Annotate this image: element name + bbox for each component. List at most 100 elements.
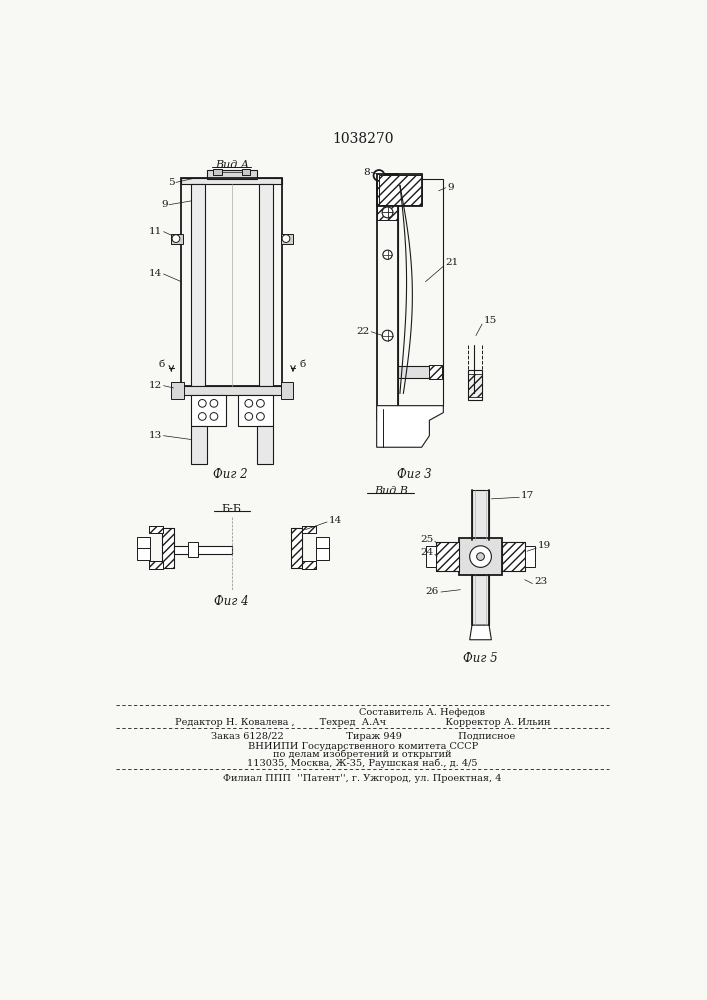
Bar <box>502 542 525 571</box>
Bar <box>377 174 398 220</box>
Bar <box>149 561 163 569</box>
Bar <box>468 370 482 400</box>
Bar <box>281 382 293 399</box>
Circle shape <box>210 413 218 420</box>
Text: 14: 14 <box>329 516 342 525</box>
Text: Филиал ППП  ''Патент'', г. Ужгород, ул. Проектная, 4: Филиал ППП ''Патент'', г. Ужгород, ул. П… <box>223 774 502 783</box>
Text: 24: 24 <box>420 548 433 557</box>
Text: 19: 19 <box>538 541 551 550</box>
Polygon shape <box>469 625 491 640</box>
Text: 12: 12 <box>148 381 162 390</box>
Circle shape <box>382 330 393 341</box>
Text: Заказ 6128/22                    Тираж 949                  Подписное: Заказ 6128/22 Тираж 949 Подписное <box>211 732 515 741</box>
Bar <box>137 537 150 548</box>
Circle shape <box>245 413 252 420</box>
Bar <box>436 542 459 571</box>
Text: по делам изобретений и открытий: по делам изобретений и открытий <box>274 750 452 759</box>
Bar <box>149 526 163 533</box>
Circle shape <box>469 546 491 567</box>
Bar <box>291 528 303 568</box>
Text: б: б <box>159 360 165 369</box>
Bar <box>187 542 199 557</box>
Circle shape <box>172 235 180 242</box>
Text: б: б <box>299 360 305 369</box>
Bar <box>379 175 421 205</box>
Text: 11: 11 <box>148 227 162 236</box>
Bar <box>316 548 329 560</box>
Text: 26: 26 <box>426 587 438 596</box>
Bar <box>459 538 502 575</box>
Bar <box>171 234 183 244</box>
Polygon shape <box>377 406 443 447</box>
Bar <box>242 169 250 175</box>
Text: Б-Б: Б-Б <box>222 504 242 514</box>
Bar <box>192 395 226 426</box>
Bar <box>303 526 316 533</box>
Bar <box>426 546 436 567</box>
Circle shape <box>199 400 206 407</box>
Text: Вид В: Вид В <box>374 486 407 496</box>
Circle shape <box>373 170 385 181</box>
Bar <box>162 528 174 568</box>
Bar <box>149 561 163 569</box>
Bar <box>137 548 150 560</box>
Bar <box>303 561 316 569</box>
Text: Составитель А. Нефедов: Составитель А. Нефедов <box>358 708 484 717</box>
Bar <box>468 374 482 397</box>
Bar <box>182 178 282 386</box>
Bar <box>162 528 174 568</box>
Circle shape <box>199 413 206 420</box>
Text: Фиг 3: Фиг 3 <box>397 468 431 481</box>
Bar <box>238 395 273 426</box>
Bar <box>192 184 206 386</box>
Bar <box>182 178 282 184</box>
Bar <box>303 561 316 569</box>
Text: 8: 8 <box>363 168 370 177</box>
Bar <box>472 575 489 625</box>
Text: Редактор Н. Ковалева ,        Техред  А.Ач                   Корректор А. Ильин: Редактор Н. Ковалева , Техред А.Ач Корре… <box>175 718 551 727</box>
Text: 13: 13 <box>148 431 162 440</box>
Bar <box>192 426 207 464</box>
Circle shape <box>257 413 264 420</box>
Bar <box>213 169 222 175</box>
Bar <box>377 174 421 206</box>
Circle shape <box>382 207 393 218</box>
Circle shape <box>210 400 218 407</box>
Bar <box>377 174 398 420</box>
Circle shape <box>245 400 252 407</box>
Text: Фиг 2: Фиг 2 <box>213 468 247 481</box>
Text: 1038270: 1038270 <box>332 132 394 146</box>
Bar <box>281 234 293 244</box>
Text: 25: 25 <box>420 535 433 544</box>
Text: ВНИИПИ Государственного комитета СССР: ВНИИПИ Государственного комитета СССР <box>247 742 478 751</box>
Bar <box>436 542 459 571</box>
Text: 113035, Москва, Ж-35, Раушская наб., д. 4/5: 113035, Москва, Ж-35, Раушская наб., д. … <box>247 758 478 768</box>
Text: 22: 22 <box>356 327 370 336</box>
Circle shape <box>383 250 392 259</box>
Text: 23: 23 <box>534 578 547 586</box>
Text: 5: 5 <box>168 178 175 187</box>
Bar <box>174 546 232 554</box>
Bar <box>472 490 489 540</box>
Text: 21: 21 <box>445 258 458 267</box>
Circle shape <box>282 235 290 242</box>
Bar <box>398 179 443 406</box>
Bar <box>291 528 303 568</box>
Bar <box>316 537 329 548</box>
Circle shape <box>257 400 264 407</box>
Bar <box>429 365 442 379</box>
Bar <box>257 426 273 464</box>
Bar <box>149 526 163 533</box>
Text: Вид А: Вид А <box>215 160 249 170</box>
Text: Фиг 4: Фиг 4 <box>214 595 249 608</box>
Text: 17: 17 <box>521 491 534 500</box>
Text: Фиг 5: Фиг 5 <box>463 652 498 666</box>
Bar <box>174 386 290 395</box>
Bar <box>525 546 534 567</box>
Text: 14: 14 <box>148 269 162 278</box>
Bar <box>398 366 431 378</box>
Circle shape <box>477 553 484 560</box>
Bar <box>303 526 316 533</box>
Bar <box>259 184 273 386</box>
Bar <box>207 170 257 179</box>
